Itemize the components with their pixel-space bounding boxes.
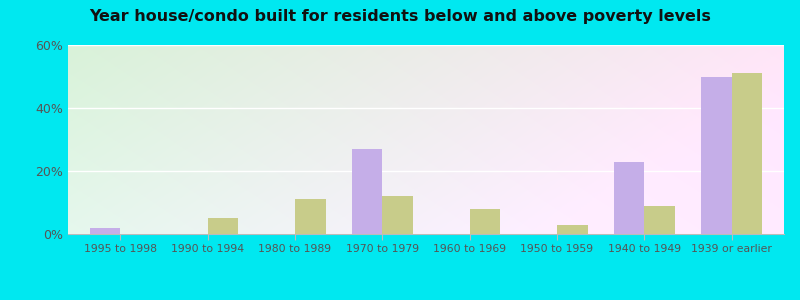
Bar	[701, 76, 732, 234]
Bar	[90, 228, 120, 234]
Bar	[382, 196, 413, 234]
Text: Year house/condo built for residents below and above poverty levels: Year house/condo built for residents bel…	[89, 9, 711, 24]
Bar	[470, 209, 500, 234]
Bar	[644, 206, 675, 234]
Bar	[614, 161, 644, 234]
Bar	[732, 73, 762, 234]
Bar	[208, 218, 238, 234]
Bar	[557, 224, 587, 234]
Bar	[295, 199, 326, 234]
Bar	[352, 149, 382, 234]
